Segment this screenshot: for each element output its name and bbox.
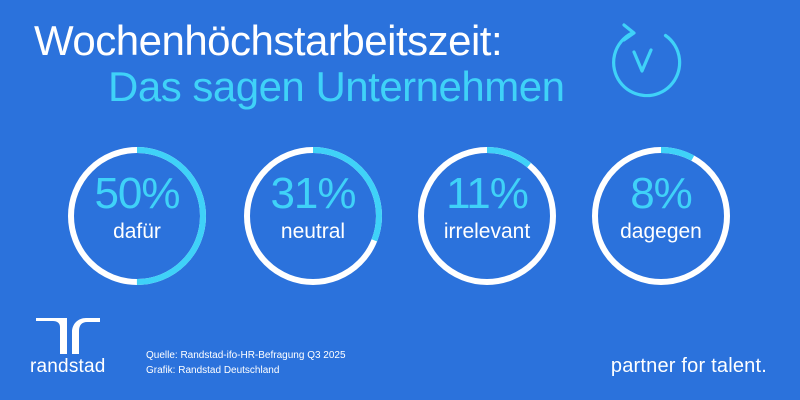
data-label: 31% [270,169,356,218]
data-label: 11% [446,169,529,218]
page-subtitle: Das sagen Unternehmen [108,63,565,110]
clock-refresh-icon [612,23,682,98]
category-label: dagegen [620,220,702,243]
source-line: Quelle: Randstad-ifo-HR-Befragung Q3 202… [146,350,346,361]
category-label: neutral [280,220,346,243]
donut-value-arc [244,147,382,285]
donut-ring [244,147,382,285]
donut-ring [418,147,556,285]
category-label: dafür [113,220,161,243]
donut-dagegen: 8% dagegen [586,141,736,291]
randstad-logo-icon [36,318,100,354]
donut-dafür: 50% dafür [62,141,212,291]
credit-line: Grafik: Randstad Deutschland [146,365,280,376]
donut-irrelevant: 11% irrelevant [412,141,562,291]
tagline: partner for talent. [610,355,767,377]
data-label: 50% [94,169,180,218]
data-label: 8% [630,169,693,218]
donut-ring [592,147,730,285]
brand-name: randstad [30,356,106,377]
category-label: irrelevant [443,220,531,243]
donut-value-arc [68,147,206,285]
source-note: Quelle: Randstad-ifo-HR-Befragung Q3 202… [146,348,346,378]
donut-ring [68,147,206,285]
donut-value-arc [592,147,730,285]
donut-value-arc [418,147,556,285]
page-title: Wochenhöchstarbeitszeit: [34,17,503,64]
donut-neutral: 31% neutral [238,141,388,291]
